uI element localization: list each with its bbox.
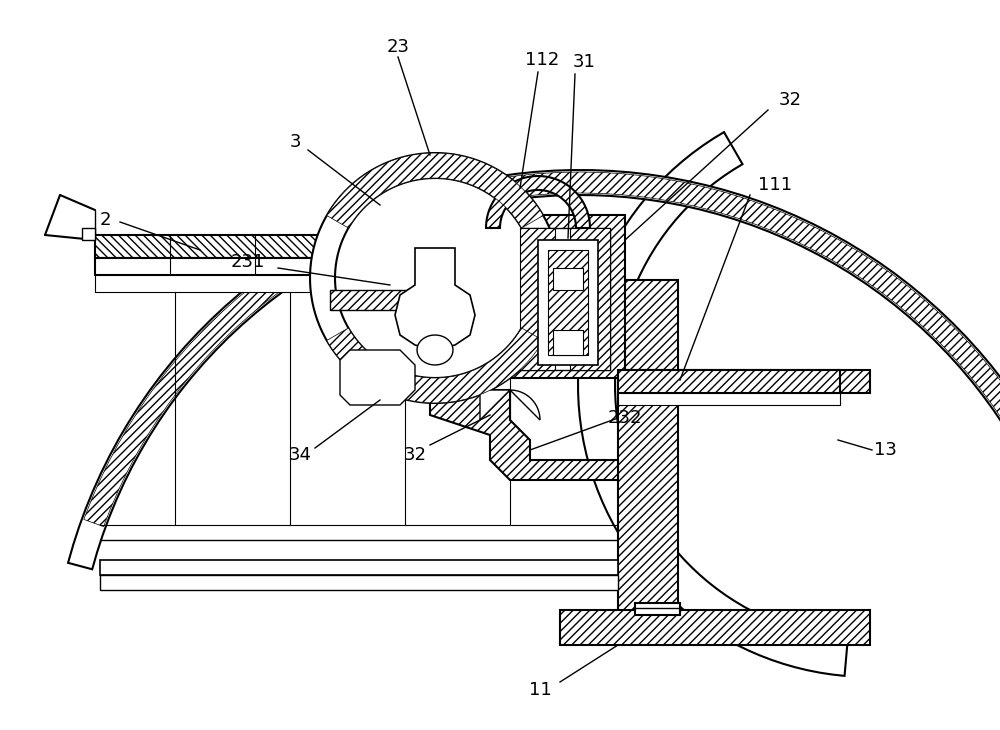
- Text: 32: 32: [778, 91, 802, 109]
- Polygon shape: [68, 170, 1000, 683]
- Polygon shape: [395, 248, 475, 350]
- Polygon shape: [95, 275, 560, 292]
- Text: 13: 13: [874, 441, 896, 459]
- Polygon shape: [560, 610, 870, 645]
- Polygon shape: [570, 228, 610, 370]
- Polygon shape: [618, 393, 840, 405]
- Text: 34: 34: [288, 446, 312, 464]
- Polygon shape: [486, 176, 590, 228]
- Polygon shape: [100, 575, 618, 590]
- Text: 232: 232: [608, 409, 642, 427]
- Polygon shape: [82, 228, 95, 240]
- Text: 2: 2: [99, 211, 111, 229]
- Text: 11: 11: [529, 681, 551, 699]
- Polygon shape: [310, 153, 560, 403]
- Polygon shape: [430, 390, 618, 480]
- Text: 231: 231: [231, 253, 265, 271]
- Polygon shape: [548, 250, 588, 355]
- Text: 111: 111: [758, 176, 792, 194]
- Polygon shape: [100, 560, 618, 575]
- Polygon shape: [340, 350, 415, 405]
- Polygon shape: [335, 178, 535, 378]
- Polygon shape: [553, 268, 583, 290]
- Polygon shape: [327, 328, 543, 403]
- Text: 32: 32: [404, 446, 426, 464]
- Text: 3: 3: [289, 133, 301, 151]
- Polygon shape: [578, 132, 848, 676]
- Polygon shape: [84, 172, 1000, 664]
- Polygon shape: [635, 603, 680, 615]
- Polygon shape: [330, 290, 420, 310]
- Polygon shape: [538, 240, 598, 365]
- Polygon shape: [618, 370, 840, 393]
- Polygon shape: [480, 390, 540, 420]
- Polygon shape: [95, 258, 560, 275]
- Text: 112: 112: [525, 51, 559, 69]
- Text: 23: 23: [386, 38, 410, 56]
- Polygon shape: [510, 215, 625, 378]
- Text: 31: 31: [573, 53, 595, 71]
- Polygon shape: [417, 335, 453, 365]
- Polygon shape: [520, 228, 610, 370]
- Polygon shape: [620, 370, 870, 393]
- Polygon shape: [553, 330, 583, 355]
- Polygon shape: [618, 280, 678, 640]
- Polygon shape: [95, 235, 560, 258]
- Polygon shape: [520, 228, 555, 370]
- Polygon shape: [327, 153, 543, 228]
